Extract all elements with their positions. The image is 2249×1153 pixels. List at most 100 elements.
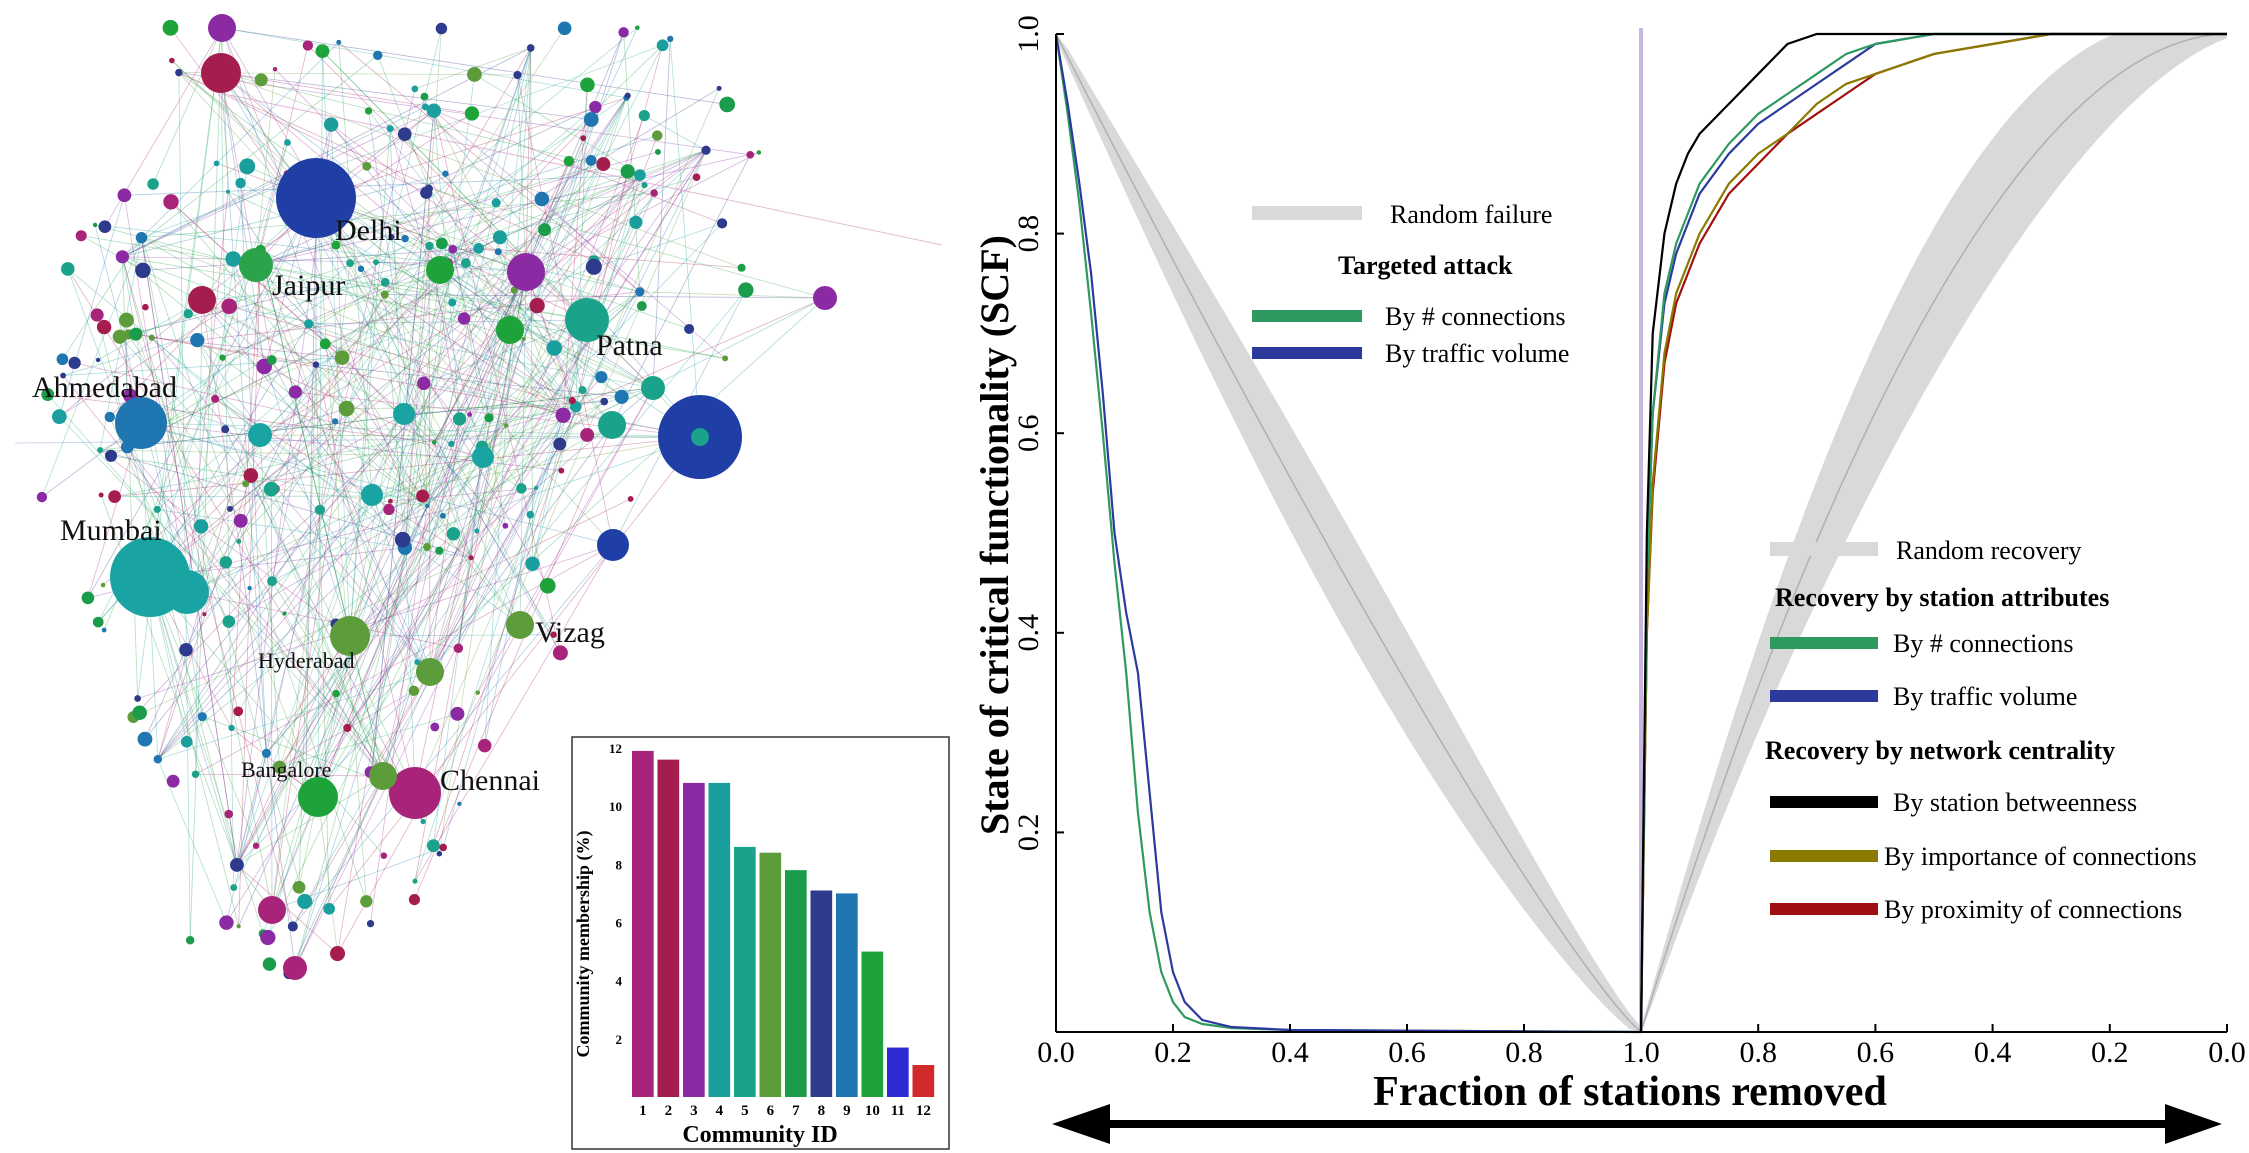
legend-attr-header: Recovery by station attributes [1775, 583, 2109, 612]
network-node [435, 237, 448, 250]
network-edge [201, 299, 317, 365]
network-edge [152, 27, 223, 185]
network-edge [271, 297, 826, 582]
scf-x-tick-label: 0.4 [1271, 1036, 1309, 1069]
network-edge [388, 387, 654, 510]
network-edge [229, 305, 576, 408]
network-node [421, 103, 429, 111]
network-node [746, 150, 755, 159]
network-edge [201, 271, 527, 301]
network-node [132, 705, 147, 721]
city-labels: Delhi Jaipur Patna Ahmedabad Mumbai Viza… [32, 214, 663, 797]
network-edge [195, 773, 384, 777]
network-edge [330, 124, 588, 321]
network-node [737, 263, 746, 272]
network-node [104, 411, 115, 423]
network-edge [228, 505, 428, 622]
network-edge [422, 237, 501, 497]
network-node [90, 308, 104, 322]
network-edge [144, 364, 317, 740]
network-edge [525, 47, 532, 273]
network-edge [346, 245, 430, 409]
network-edge [141, 237, 273, 911]
network-node [242, 480, 250, 488]
network-edge [100, 387, 654, 451]
network-edge [284, 97, 627, 614]
network-node [691, 428, 709, 446]
network-node [513, 70, 522, 80]
network-edge [346, 406, 576, 409]
network-edge [141, 237, 238, 865]
scf-x-tick-label: 0.2 [2091, 1036, 2129, 1069]
network-edge [186, 191, 229, 593]
network-node [373, 50, 383, 61]
network-node [667, 35, 674, 43]
network-node [457, 801, 462, 807]
network-edge [157, 509, 321, 760]
network-edge [523, 97, 627, 340]
network-node [436, 850, 443, 857]
bar-x-tick-label: 3 [690, 1103, 698, 1119]
network-edge [221, 27, 229, 192]
bar-x-tick-label: 7 [792, 1103, 800, 1119]
network-edge [135, 333, 317, 366]
network-edge [541, 198, 641, 293]
network-edge [221, 27, 728, 105]
network-edge [255, 264, 726, 359]
network-node [288, 385, 303, 399]
bar-community-5 [734, 846, 756, 1097]
legend-swatch-random-failure [1252, 206, 1362, 220]
network-edge [294, 487, 537, 969]
network-edge [189, 27, 223, 941]
network-edge [229, 305, 654, 389]
network-node [563, 155, 575, 167]
network-edge [260, 249, 415, 691]
network-edge [669, 38, 701, 438]
network-edge [286, 172, 701, 438]
network-edge [451, 406, 576, 445]
network-edge [255, 106, 596, 266]
network-node [448, 298, 457, 307]
network-edge [315, 364, 416, 794]
network-edge [390, 456, 484, 502]
network-edge [149, 576, 238, 866]
network-edge [102, 248, 479, 586]
network-edge [220, 72, 742, 269]
network-edge [429, 222, 637, 673]
random-bands [1055, 33, 2228, 1033]
network-edge [360, 268, 576, 407]
network-edge [433, 110, 723, 224]
network-node [119, 312, 134, 328]
network-node [262, 957, 277, 971]
network-edge [322, 51, 351, 637]
network-edge [186, 163, 604, 593]
network-node [526, 44, 535, 52]
network-node [166, 774, 180, 788]
network-hub-node [248, 423, 272, 447]
network-node [474, 528, 480, 534]
network-node [684, 323, 695, 334]
network-edge [370, 506, 428, 924]
network-edge [360, 268, 521, 626]
network-edge [404, 245, 430, 548]
network-edge [119, 247, 479, 338]
network-node [247, 585, 252, 591]
network-node [236, 538, 242, 544]
network-edge [457, 150, 707, 649]
network-edge [429, 424, 613, 673]
network-edge [259, 434, 280, 768]
network-node [555, 407, 571, 423]
network-edge [429, 289, 747, 673]
network-edge [535, 291, 641, 489]
network-edge [170, 27, 484, 458]
network-node [475, 690, 481, 695]
network-edge [349, 262, 377, 637]
network-graph: Delhi Jaipur Patna Ahmedabad Mumbai Viza… [14, 14, 943, 980]
network-node [366, 920, 375, 928]
network-edge [325, 343, 564, 416]
network-edge [122, 55, 378, 258]
network-node [175, 68, 183, 77]
network-node [525, 556, 540, 571]
network-node [330, 945, 346, 962]
network-node [98, 220, 112, 234]
